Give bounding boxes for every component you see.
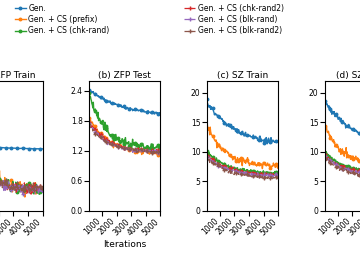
Legend: Gen., Gen. + CS (prefix), Gen. + CS (chk-rand): Gen., Gen. + CS (prefix), Gen. + CS (chk… xyxy=(15,4,109,35)
Title: (d) SZ Test: (d) SZ Test xyxy=(336,71,360,80)
Legend: Gen. + CS (chk-rand2), Gen. + CS (blk-rand), Gen. + CS (blk-rand2): Gen. + CS (chk-rand2), Gen. + CS (blk-ra… xyxy=(184,4,284,35)
Title: (a) ZFP Train: (a) ZFP Train xyxy=(0,71,35,80)
Title: (b) ZFP Test: (b) ZFP Test xyxy=(98,71,151,80)
Title: (c) SZ Train: (c) SZ Train xyxy=(217,71,268,80)
X-axis label: Iterations: Iterations xyxy=(103,240,146,249)
